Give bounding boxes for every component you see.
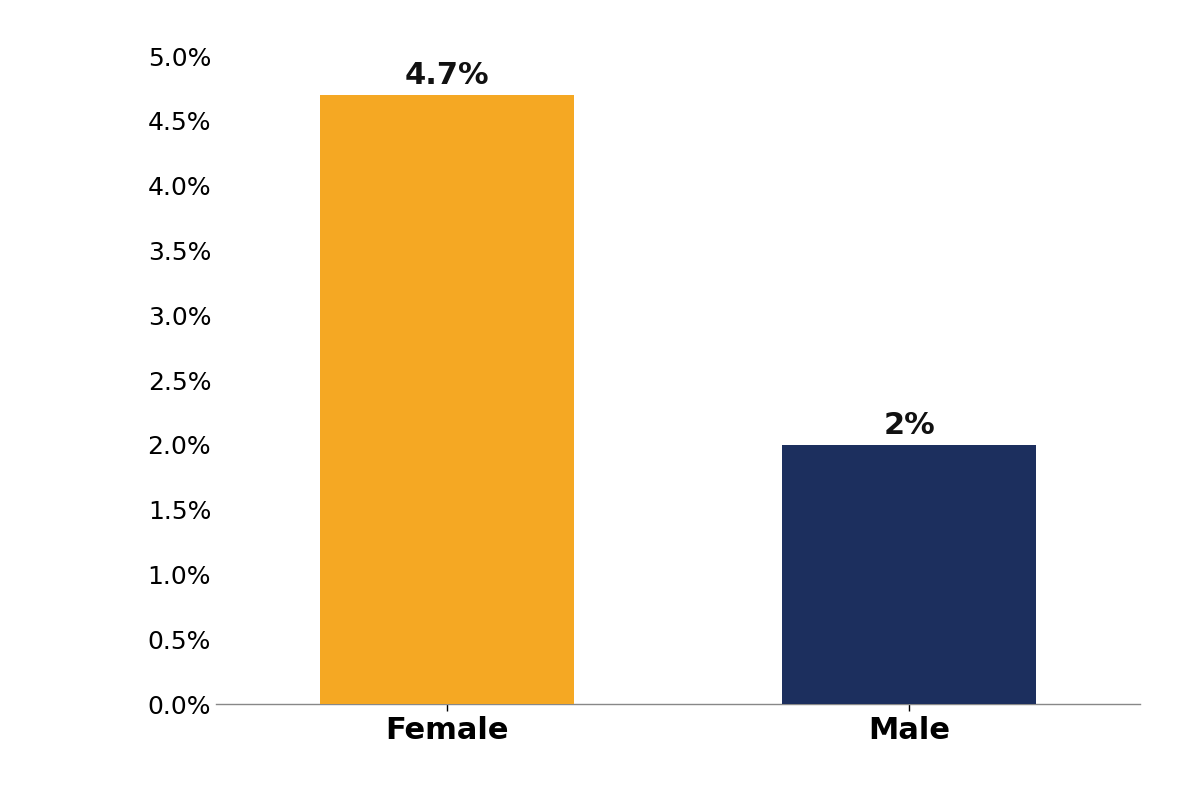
Bar [782,445,1036,704]
Text: 2%: 2% [883,410,935,440]
Text: 4.7%: 4.7% [404,61,490,90]
Bar [320,95,574,704]
